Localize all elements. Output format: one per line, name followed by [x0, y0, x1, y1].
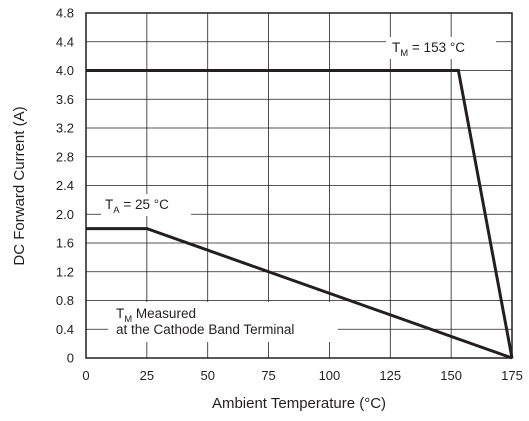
x-tick-label: 75	[261, 368, 275, 383]
y-tick-label: 3.6	[56, 92, 74, 107]
y-axis-title: DC Forward Current (A)	[11, 106, 28, 265]
y-tick-label: 4.0	[56, 63, 74, 78]
note-line2: at the Cathode Band Terminal	[116, 322, 294, 337]
series-lines	[86, 69, 514, 360]
y-tick-labels: 0 0.4 0.8 1.2 1.6 2.0 2.4 2.8 3.2 3.6 4.0 4.4 4.8	[56, 6, 74, 366]
note-main: T	[116, 306, 124, 321]
ta-label-rest: = 25 °C	[120, 197, 170, 212]
y-tick-label: 4.4	[56, 34, 74, 49]
ta-label: TA = 25 °C	[105, 197, 169, 216]
ta-label-bg	[101, 194, 191, 216]
y-tick-label: 2.0	[56, 207, 74, 222]
x-tick-label: 25	[140, 368, 154, 383]
plot-frame	[85, 12, 513, 359]
y-tick-label: 1.6	[56, 236, 74, 251]
y-tick-label: 3.2	[56, 121, 74, 136]
note-rest: Measured	[132, 306, 196, 321]
x-axis-title: Ambient Temperature (°C)	[212, 395, 386, 412]
x-tick-label: 150	[440, 368, 462, 383]
series-line-1	[86, 227, 513, 360]
tm-label-bg	[386, 37, 496, 59]
x-tick-label: 0	[82, 368, 89, 383]
y-tick-label: 4.8	[56, 6, 74, 21]
x-tick-label: 100	[319, 368, 341, 383]
y-tick-label: 0.8	[56, 293, 74, 308]
x-tick-labels: 0 25 50 75 100 125 150 175	[82, 368, 522, 383]
note-sub: M	[124, 314, 132, 325]
tm-label-main: T	[392, 40, 400, 55]
y-tick-label: 1.2	[56, 264, 74, 279]
y-tick-label: 0	[67, 351, 74, 366]
y-tick-label: 0.4	[56, 322, 74, 337]
tm-label-sub: M	[400, 48, 408, 59]
ta-label-main: T	[105, 197, 113, 212]
y-tick-label: 2.4	[56, 178, 74, 193]
ta-label-sub: A	[113, 205, 120, 216]
tm-label: TM = 153 °C	[392, 40, 465, 59]
y-tick-label: 2.8	[56, 149, 74, 164]
note-line1: TM Measured	[116, 306, 196, 325]
tm-label-rest: = 153 °C	[408, 40, 465, 55]
note-bg	[108, 302, 338, 342]
series-line-0	[86, 69, 514, 359]
x-tick-label: 175	[501, 368, 523, 383]
x-tick-label: 125	[379, 368, 401, 383]
x-tick-label: 50	[200, 368, 214, 383]
